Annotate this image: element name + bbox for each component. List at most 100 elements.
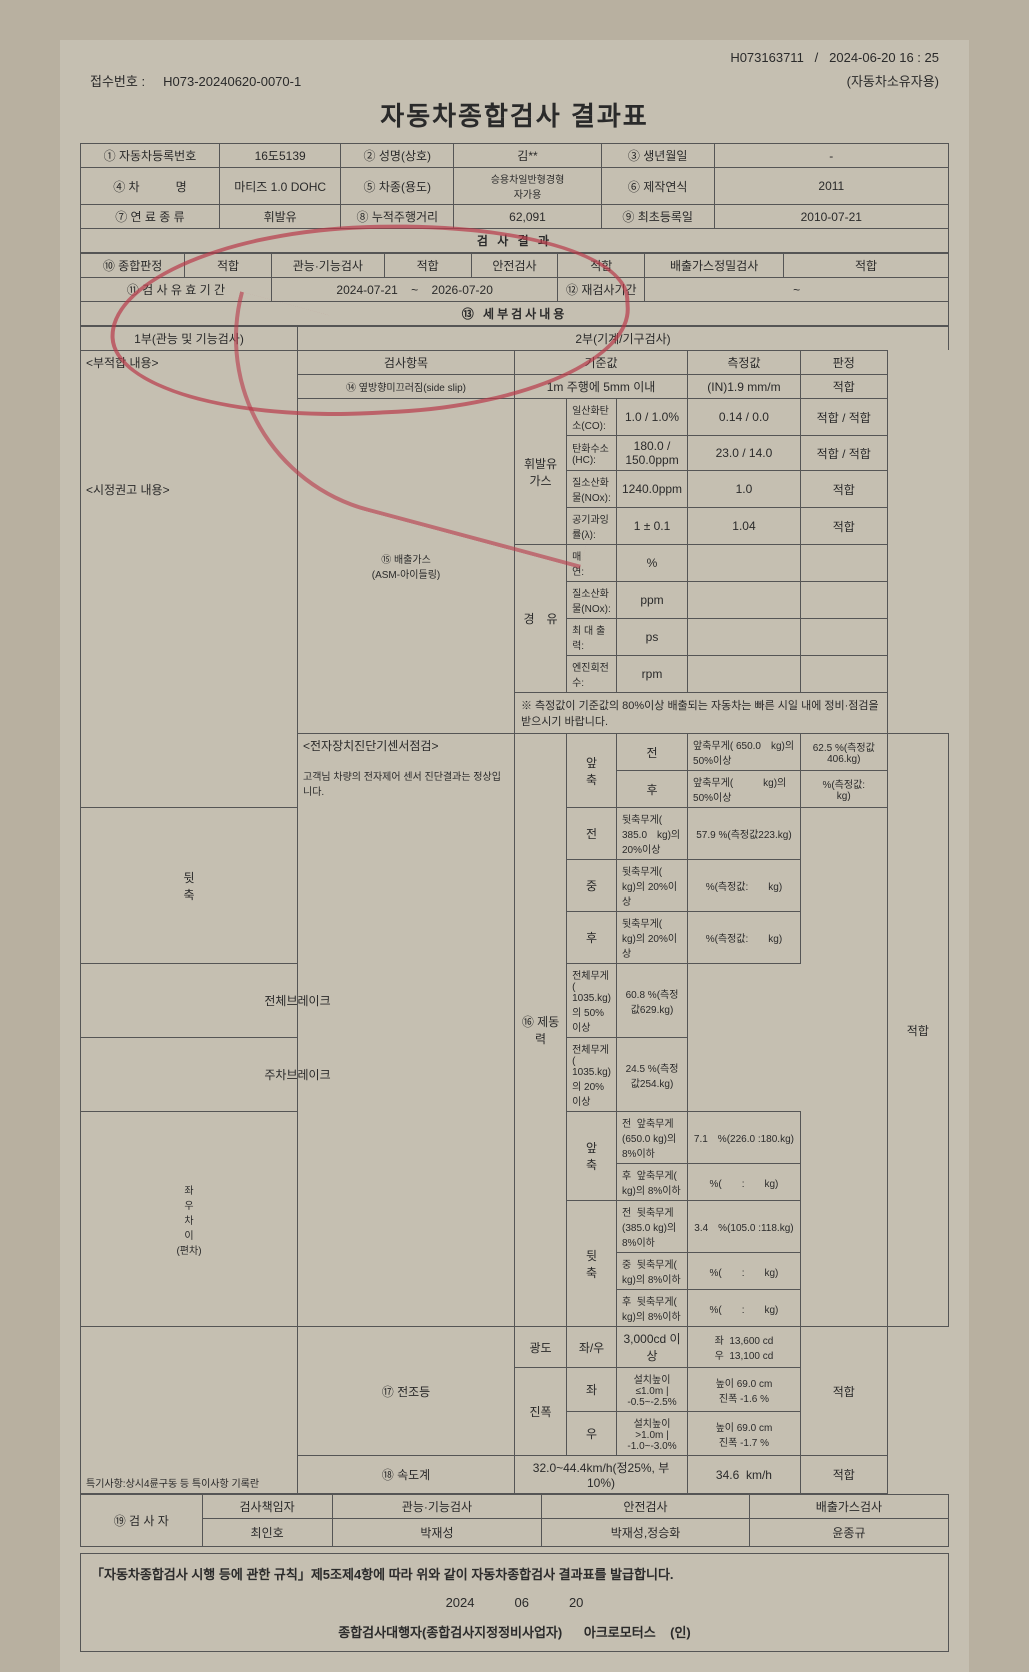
f8: 62,091 xyxy=(454,205,602,229)
issuer: 종합검사대행자(종합검사지정정비사업자) xyxy=(338,1625,562,1640)
emission: 적합 xyxy=(784,254,949,278)
emission-note: ※ 측정값이 기준값의 80%이상 배출되는 자동차는 빠른 시일 내에 정비·… xyxy=(515,693,888,734)
aim-r-t-label: 진폭 xyxy=(719,1438,737,1449)
col-judg: 판정 xyxy=(800,351,887,375)
f2: 김** xyxy=(454,144,602,168)
safety: 적합 xyxy=(558,254,645,278)
f9-label: ⑨ 최초등록일 xyxy=(601,205,714,229)
kinou-label: 관능·기능검사 xyxy=(271,254,384,278)
bf1-pos: 후 xyxy=(616,771,687,808)
col-meas: 측정값 xyxy=(688,351,801,375)
em-g2-judg: 적합 xyxy=(800,471,887,508)
diff-front: 앞 축 xyxy=(567,1112,617,1201)
br2-pos: 후 xyxy=(567,912,617,964)
f3: - xyxy=(714,144,948,168)
brake-judg: 적합 xyxy=(887,734,948,1327)
speedo-std: 32.0~44.4km/h(정25%, 부10%) xyxy=(515,1456,688,1494)
emission-insp: 윤종규 xyxy=(749,1519,948,1547)
em-d0-judg xyxy=(800,545,887,582)
int-l: 13,600 cd xyxy=(729,1336,773,1347)
sideslip-judg: 적합 xyxy=(800,375,887,399)
date-y: 2024 xyxy=(446,1595,475,1610)
dr2-pos: 후 xyxy=(622,1297,631,1308)
nonconform-label: <부적합 내용> xyxy=(86,354,292,371)
part2-title: 2부(기계/기구검사) xyxy=(298,327,949,351)
park-brake-label: 주차브레이크 xyxy=(81,1038,515,1112)
sideslip-std: 1m 주행에 5mm 이내 xyxy=(515,375,688,399)
em-d0-name: 매 연: xyxy=(567,545,617,582)
em-d2-judg xyxy=(800,619,887,656)
kinou: 적합 xyxy=(384,254,471,278)
headlight-judg: 적합 xyxy=(800,1327,887,1456)
diff-rear: 뒷 축 xyxy=(567,1201,617,1327)
park-brake-meas: 24.5 %(측정값254.kg) xyxy=(616,1038,687,1112)
fax-sep: / xyxy=(815,50,819,65)
em-g0-meas: 0.14 / 0.0 xyxy=(688,399,801,436)
em-d1-judg xyxy=(800,582,887,619)
sideslip-label: ⑭ 옆방향미끄러짐(side slip) xyxy=(298,375,515,399)
em-g2-name: 질소산화물(NOx): xyxy=(567,471,617,508)
em-g3-std: 1 ± 0.1 xyxy=(616,508,687,545)
f8-label: ⑧ 누적주행거리 xyxy=(341,205,454,229)
f7-label: ⑦ 연 료 종 류 xyxy=(81,205,220,229)
intensity-label: 광도 xyxy=(515,1327,567,1368)
em-g1-meas: 23.0 / 14.0 xyxy=(688,436,801,471)
em-g3-judg: 적합 xyxy=(800,508,887,545)
axle-front: 앞 축 xyxy=(567,734,617,808)
seal: (인) xyxy=(670,1625,691,1640)
em-d2-name: 최 대 출 력: xyxy=(567,619,617,656)
axle-rear: 뒷 축 xyxy=(81,808,298,964)
df0-meas: 7.1 %(226.0 :180.kg) xyxy=(688,1112,801,1164)
brake-label: ⑯ 제동력 xyxy=(515,734,567,1327)
f6: 2011 xyxy=(714,168,948,205)
detail-header: ⑬ 세부검사내용 xyxy=(81,302,949,326)
em-d3-std: rpm xyxy=(616,656,687,693)
vehicle-info-table: ① 자동차등록번호 16도5139 ② 성명(상호) 김** ③ 생년월일 - … xyxy=(80,143,949,253)
inspectors-label: ⑲ 검 사 자 xyxy=(81,1495,203,1547)
f5: 승용차일반형경형 자가용 xyxy=(454,168,602,205)
df1-std: 앞축무게( kg)의 8%이하 xyxy=(622,1171,697,1197)
em-d0-meas xyxy=(688,545,801,582)
em-d1-meas xyxy=(688,582,801,619)
aim-r-h-label: 높이 xyxy=(716,1423,734,1434)
inspectors-table: ⑲ 검 사 자 검사책임자 관능·기능검사 안전검사 배출가스검사 최인호 박재… xyxy=(80,1494,949,1547)
br2-std: 뒷축무게( kg)의 20%이상 xyxy=(616,912,687,964)
bf0-std: 앞축무게( 650.0 kg)의 50%이상 xyxy=(688,734,801,771)
int-r: 13,100 cd xyxy=(729,1351,773,1362)
aim-label: 진폭 xyxy=(515,1368,567,1456)
aim-l-t: -1.6 % xyxy=(740,1394,769,1405)
kinou-insp: 박재성 xyxy=(332,1519,541,1547)
intensity-std: 3,000cd 이상 xyxy=(616,1327,687,1368)
park-brake-std: 전체무게( 1035.kg)의 20%이상 xyxy=(567,1038,617,1112)
em-d2-meas xyxy=(688,619,801,656)
speedo-judg: 적합 xyxy=(800,1456,887,1494)
footer-statement: 「자동차종합검사 시행 등에 관한 규칙」제5조제4항에 따라 위와 같이 자동… xyxy=(91,1564,938,1583)
total-brake-meas: 60.8 %(측정값629.kg) xyxy=(616,964,687,1038)
parts-header: 1부(관능 및 기능검사) 2부(기계/기구검사) xyxy=(80,326,949,350)
date-m: 06 xyxy=(514,1595,528,1610)
aim-l-side: 좌 xyxy=(567,1368,617,1412)
bf0-meas: 62.5 %(측정값406.kg) xyxy=(800,734,887,771)
em-g0-std: 1.0 / 1.0% xyxy=(616,399,687,436)
em-d0-std: % xyxy=(616,545,687,582)
f12: ~ xyxy=(645,278,949,302)
aim-l-h: 69.0 cm xyxy=(737,1379,773,1390)
emission-label: ⑮ 배출가스 (ASM-아이들링) xyxy=(298,399,515,734)
aim-l-t-label: 진폭 xyxy=(719,1394,737,1405)
df1-pos: 후 xyxy=(622,1171,631,1182)
em-d3-name: 엔진회전수: xyxy=(567,656,617,693)
dr1-std: 뒷축무게( kg)의 8%이하 xyxy=(622,1260,697,1286)
receipt-value: H073-20240620-0070-1 xyxy=(163,74,301,89)
gasoline-label: 휘발유 가스 xyxy=(515,399,567,545)
f7: 휘발유 xyxy=(219,205,341,229)
advisory-label: <시정권고 내용> xyxy=(86,481,292,498)
em-d3-judg xyxy=(800,656,887,693)
receipt-label: 접수번호 : xyxy=(90,74,145,89)
dr0-meas: 3.4 %(105.0 :118.kg) xyxy=(688,1201,801,1253)
aim-l-h-label: 높이 xyxy=(716,1379,734,1390)
br0-pos: 전 xyxy=(567,808,617,860)
dr0-pos: 전 xyxy=(622,1208,631,1219)
safety-label: 안전검사 xyxy=(471,254,558,278)
em-d1-std: ppm xyxy=(616,582,687,619)
part1-title: 1부(관능 및 기능검사) xyxy=(81,327,298,351)
